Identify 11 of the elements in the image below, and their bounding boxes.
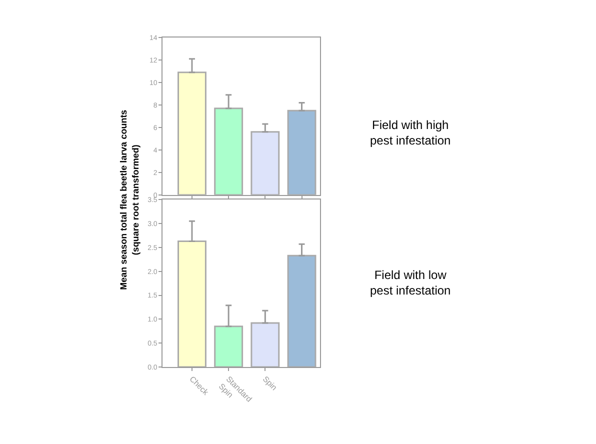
bar [178, 72, 206, 195]
y-axis-title: Mean season total flea beetle larva counts (square root transformed) [118, 110, 140, 290]
bar [214, 326, 244, 368]
text: Field with high pest infestation [370, 118, 451, 148]
bar [250, 322, 280, 368]
bar [178, 240, 206, 368]
bar [250, 131, 280, 195]
bar [287, 254, 316, 368]
text: Field with low pest infestation [370, 268, 451, 298]
bar [214, 108, 244, 195]
bar [287, 110, 316, 195]
